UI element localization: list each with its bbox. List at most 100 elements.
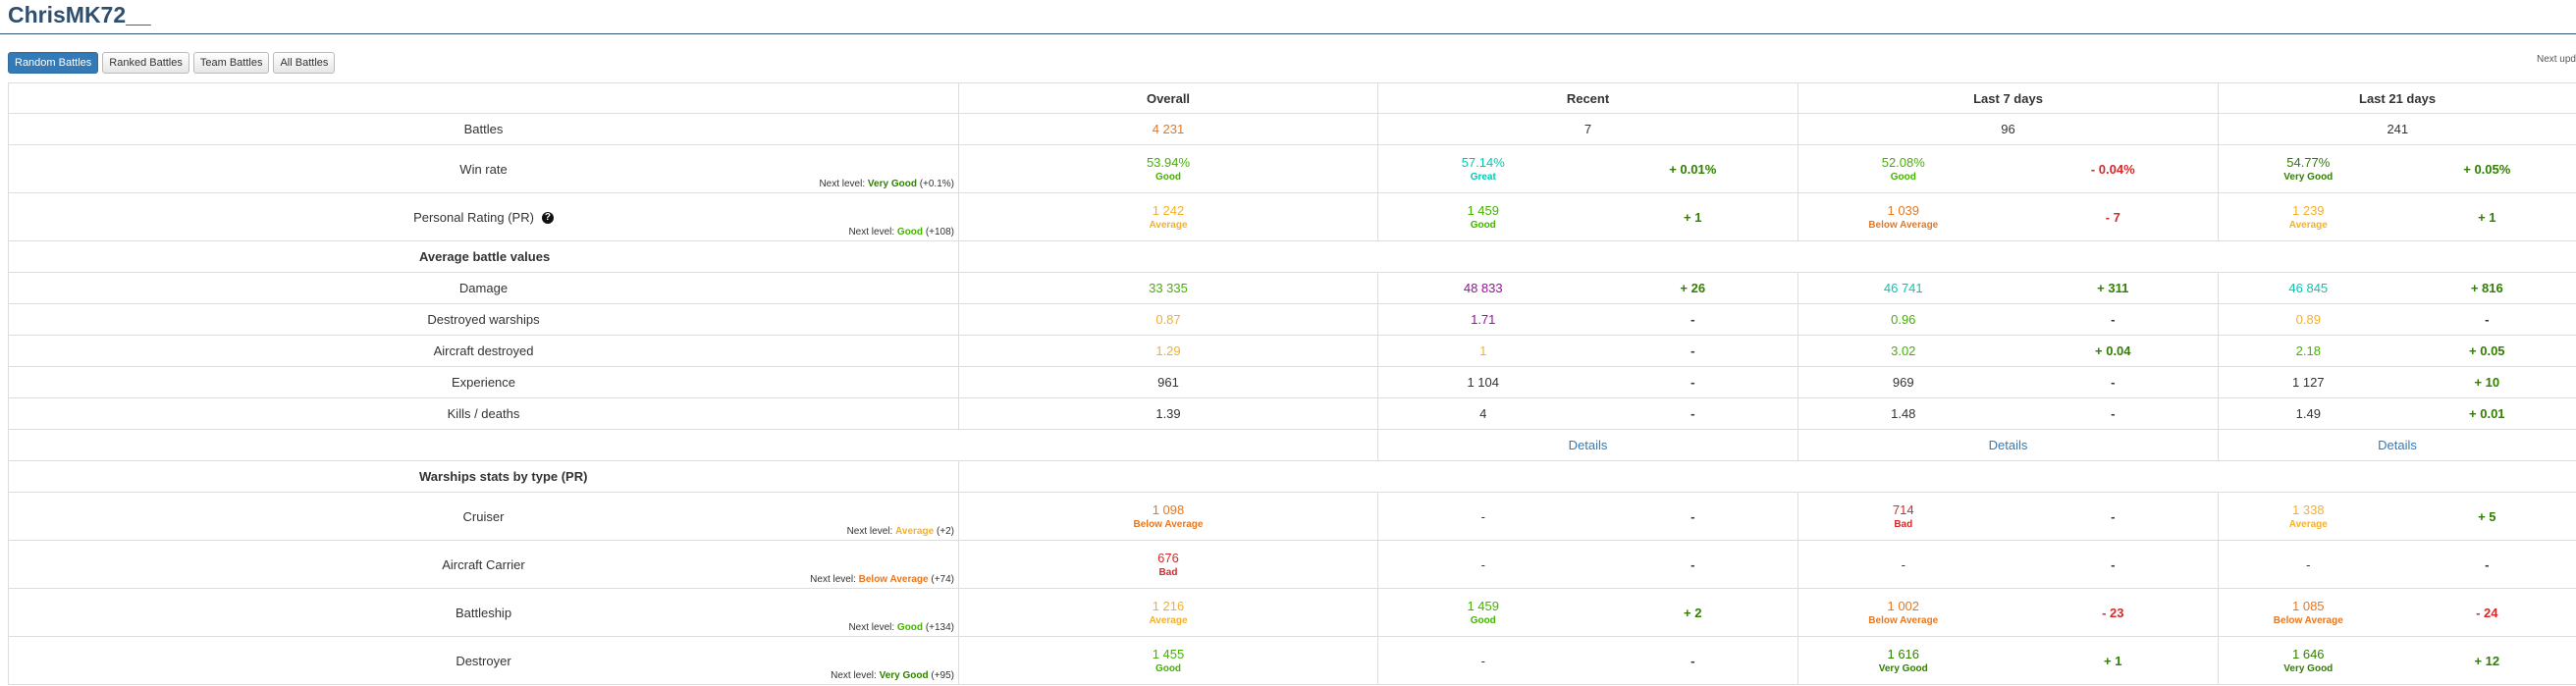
value: 1 239 bbox=[2292, 203, 2325, 218]
value: 1 459 bbox=[1467, 203, 1500, 218]
stat-row: Destroyer Next level: Very Good (+95) 1 45… bbox=[8, 636, 2576, 685]
note-gain: (+134) bbox=[925, 622, 954, 633]
rating: Very Good bbox=[1878, 663, 1928, 674]
stat-row: Battles 4 231 7 96 241 bbox=[8, 113, 2576, 145]
value-cell: 1 002 Below Average bbox=[1798, 588, 2009, 637]
delta-cell: + 12 bbox=[2397, 636, 2576, 685]
row-label: Destroyed warships bbox=[8, 303, 959, 336]
rating: Very Good bbox=[2283, 663, 2334, 674]
rating: Bad bbox=[1158, 567, 1178, 578]
delta-cell: - bbox=[2008, 540, 2220, 589]
delta-cell: + 816 bbox=[2397, 272, 2576, 304]
player-name: ChrisMK72__ bbox=[8, 2, 151, 27]
value-cell: 1 127 bbox=[2218, 366, 2398, 398]
delta-cell: - bbox=[2008, 366, 2220, 398]
rating: Good bbox=[1154, 663, 1182, 674]
value-cell: 241 bbox=[2218, 113, 2576, 145]
value: 33 335 bbox=[1149, 281, 1188, 295]
label-text: Destroyer bbox=[456, 653, 511, 668]
label-text: Destroyed warships bbox=[427, 312, 540, 327]
delta-cell: - 23 bbox=[2008, 588, 2220, 637]
value: 52.08% bbox=[1881, 155, 1925, 170]
stat-row: Personal Rating (PR)? Next level: Good (+… bbox=[8, 192, 2576, 241]
column-header: Last 7 days bbox=[1798, 82, 2220, 114]
tab-button[interactable]: Random Battles bbox=[8, 52, 99, 74]
details-cell: Details bbox=[1376, 429, 1799, 461]
note-level: Below Average bbox=[858, 574, 929, 585]
note-level: Very Good bbox=[879, 670, 929, 681]
value: 54.77% bbox=[2286, 155, 2331, 170]
value: 1 646 bbox=[2292, 647, 2325, 661]
delta-cell: - bbox=[2008, 303, 2220, 336]
tab-button[interactable]: Team Battles bbox=[192, 52, 270, 74]
value: 0.89 bbox=[2295, 312, 2321, 327]
rating: Good bbox=[1890, 172, 1916, 183]
value-cell: 7 bbox=[1376, 113, 1798, 145]
value: - bbox=[1480, 556, 1485, 572]
rating: Good bbox=[1154, 172, 1182, 183]
tab-button[interactable]: Ranked Battles bbox=[102, 52, 189, 74]
stats-table: Overall Recent Last 7 days Last 21 days Batt… bbox=[8, 82, 2576, 685]
note-gain: (+74) bbox=[931, 574, 954, 585]
delta-cell: - 7 bbox=[2008, 192, 2220, 241]
note-prefix: Next level: bbox=[810, 574, 856, 585]
value: 1 455 bbox=[1152, 647, 1185, 661]
value: 48 833 bbox=[1463, 281, 1503, 295]
note-prefix: Next level: bbox=[831, 670, 877, 681]
note-prefix: Next level: bbox=[848, 227, 895, 237]
note-gain: (+2) bbox=[936, 526, 954, 537]
value: - bbox=[1480, 508, 1485, 524]
value-cell: 1 085 Below Average bbox=[2218, 588, 2398, 637]
value-cell: 1 216 Average bbox=[958, 588, 1378, 637]
details-cell: Details bbox=[2218, 429, 2576, 461]
section-title: Warships stats by type (PR) bbox=[8, 460, 959, 493]
note-prefix: Next level: bbox=[848, 622, 895, 633]
title-rule bbox=[0, 33, 2576, 34]
note-level: Average bbox=[895, 526, 935, 537]
value: 1.71 bbox=[1471, 312, 1496, 327]
next-level-note: Next level: Very Good (+0.1%) bbox=[819, 179, 954, 189]
value: 1.29 bbox=[1155, 343, 1181, 358]
tab-button[interactable]: All Battles bbox=[273, 52, 336, 74]
details-link[interactable]: Details bbox=[1988, 438, 2028, 452]
delta-cell: - bbox=[2397, 540, 2576, 589]
value: 1 616 bbox=[1887, 647, 1920, 661]
rating: Average bbox=[1149, 615, 1188, 626]
row-label: Win rate Next level: Very Good (+0.1%) bbox=[8, 144, 959, 193]
value: 1 039 bbox=[1887, 203, 1920, 218]
value-cell: 2.18 bbox=[2218, 335, 2398, 367]
delta-cell: + 0.01 bbox=[2397, 397, 2576, 430]
delta-cell: - bbox=[1587, 335, 1799, 367]
delta-cell: + 311 bbox=[2008, 272, 2220, 304]
value: 1 242 bbox=[1152, 203, 1185, 218]
value-cell: 714 Bad bbox=[1798, 492, 2009, 541]
row-label: Damage bbox=[8, 272, 959, 304]
delta-cell: + 2 bbox=[1587, 588, 1799, 637]
details-link[interactable]: Details bbox=[1568, 438, 1608, 452]
label-text: Battles bbox=[463, 122, 504, 136]
value-cell: 46 741 bbox=[1798, 272, 2009, 304]
delta-cell: + 1 bbox=[1587, 192, 1799, 241]
value: 1.49 bbox=[2295, 406, 2321, 421]
value: 1 002 bbox=[1887, 599, 1920, 613]
help-icon[interactable]: ? bbox=[541, 212, 554, 225]
rating: Average bbox=[2288, 519, 2328, 530]
column-header: Recent bbox=[1376, 82, 1799, 114]
stat-row: Aircraft Carrier Next level: Below Averag… bbox=[8, 540, 2576, 589]
details-link[interactable]: Details bbox=[2378, 438, 2417, 452]
label-text: Cruiser bbox=[462, 508, 505, 524]
value-cell: 0.96 bbox=[1798, 303, 2009, 336]
row-label: Destroyer Next level: Very Good (+95) bbox=[8, 636, 959, 685]
delta-cell: + 0.04 bbox=[2008, 335, 2220, 367]
value: 676 bbox=[1157, 551, 1179, 565]
note-gain: (+108) bbox=[925, 227, 954, 237]
value: 96 bbox=[2001, 122, 2015, 136]
value: 2.18 bbox=[2295, 343, 2321, 358]
section-row: Average battle values bbox=[8, 240, 2576, 273]
next-update: Next upd bbox=[2536, 54, 2576, 65]
note-level: Good bbox=[896, 622, 924, 633]
value: 57.14% bbox=[1461, 155, 1505, 170]
value-cell: 52.08% Good bbox=[1798, 144, 2009, 193]
value-cell: 1.29 bbox=[958, 335, 1378, 367]
delta-cell: + 1 bbox=[2397, 192, 2576, 241]
